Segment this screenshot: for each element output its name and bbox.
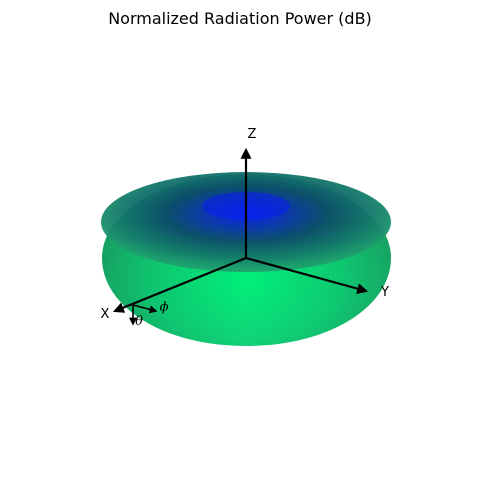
z-axis-label: Z [248,127,257,142]
x-axis-label: X [101,307,110,322]
theta-label: θ [135,314,143,329]
angle-indicators [129,304,158,326]
y-axis [245,256,369,294]
y-axis-label: Y [380,285,389,300]
axes-triad [112,147,369,313]
x-axis [112,256,247,313]
phi-label: ϕ [160,300,169,315]
phi-indicator-line [132,304,158,314]
chart-title: Normalized Radiation Power (dB) [108,9,372,28]
